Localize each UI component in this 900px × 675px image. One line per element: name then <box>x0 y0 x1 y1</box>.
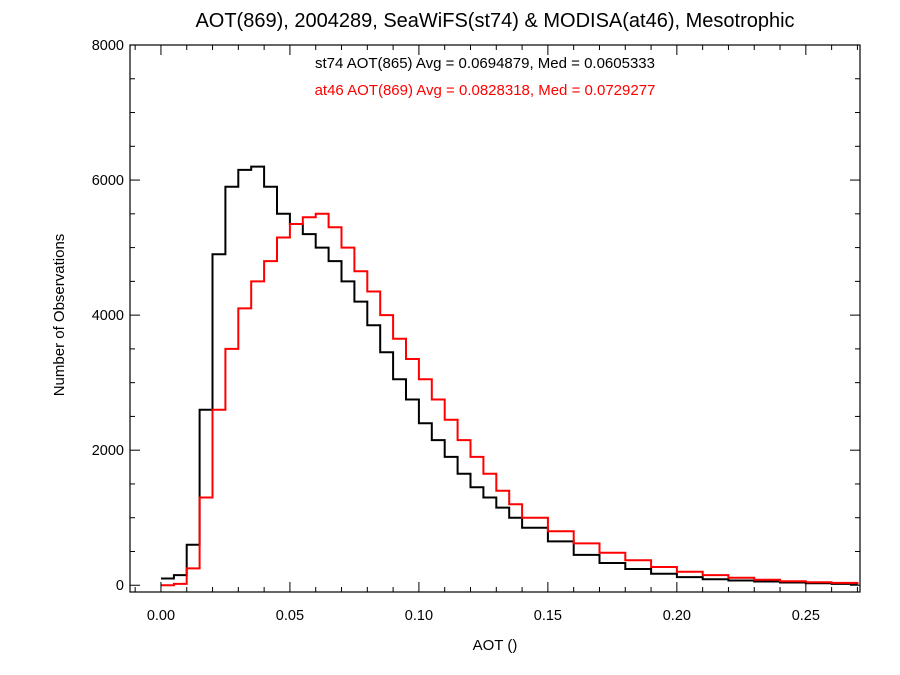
ticks-layer: 0.00 0.05 0.10 0.15 0.20 0.25 0 2000 4000 6000 800… <box>92 38 860 624</box>
x-tick-label: 0.10 <box>405 608 433 624</box>
y-tick-label: 0 <box>116 578 124 594</box>
x-axis-label: AOT () <box>473 637 518 654</box>
series-at46-line <box>161 212 859 587</box>
y-tick-label: 2000 <box>92 443 124 459</box>
x-tick-label: 0.00 <box>147 608 175 624</box>
y-tick-label: 8000 <box>92 38 124 54</box>
series-layer <box>161 165 859 587</box>
x-tick-label: 0.15 <box>534 608 562 624</box>
chart-title: AOT(869), 2004289, SeaWiFS(st74) & MODIS… <box>195 10 794 32</box>
x-tick-label: 0.25 <box>792 608 820 624</box>
annotation-at46: at46 AOT(869) Avg = 0.0828318, Med = 0.0… <box>315 82 656 99</box>
y-tick-label: 6000 <box>92 173 124 189</box>
y-axis-label: Number of Observations <box>51 234 68 397</box>
annotation-st74: st74 AOT(865) Avg = 0.0694879, Med = 0.0… <box>315 55 655 72</box>
series-st74-line <box>161 165 859 585</box>
plot-frame <box>129 44 861 593</box>
x-tick-label: 0.05 <box>276 608 304 624</box>
x-tick-label: 0.20 <box>663 608 691 624</box>
y-tick-label: 4000 <box>92 308 124 324</box>
